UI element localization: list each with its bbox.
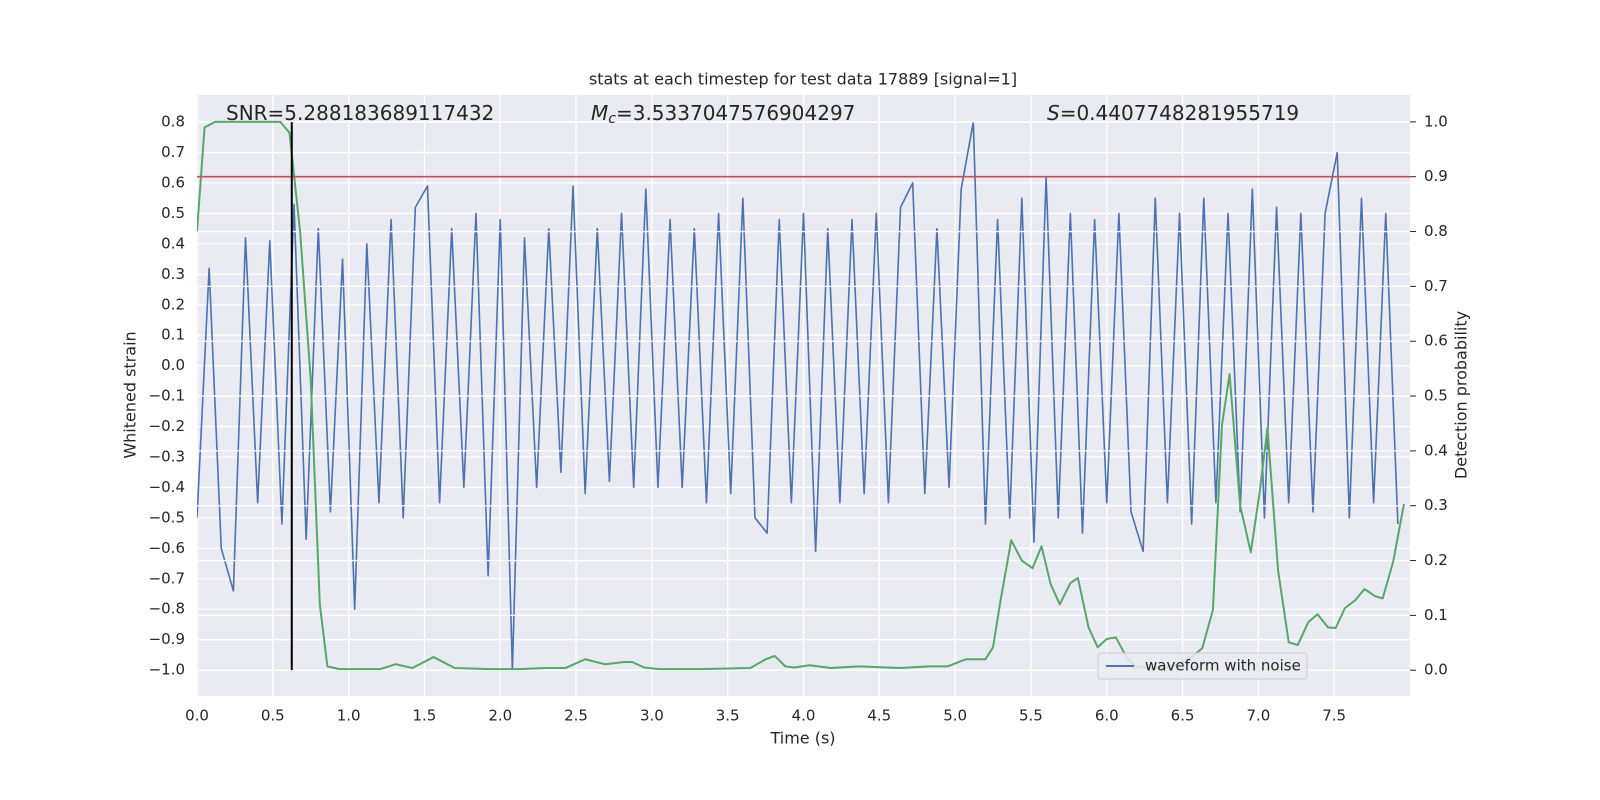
y-tick-label: −0.8 <box>149 600 185 618</box>
x-tick-label: 7.0 <box>1246 707 1270 725</box>
y-tick-label: 0.5 <box>161 204 185 222</box>
y-tick-label: 0.7 <box>161 143 185 161</box>
y-tick-label: 0.4 <box>161 234 185 252</box>
annotation: Mc=3.5337047576904297 <box>591 101 855 128</box>
x-tick-label: 1.0 <box>337 707 361 725</box>
legend-box <box>1097 652 1308 680</box>
y2-tick-label: 0.9 <box>1424 167 1448 185</box>
y-tick-label: −0.2 <box>149 417 185 435</box>
y-tick-label: 0.6 <box>161 173 185 191</box>
y-tick-label: −0.6 <box>149 539 185 557</box>
y-tick-label: −0.4 <box>149 478 185 496</box>
y2-axis-label: Detection probability <box>1452 311 1471 479</box>
y2-tick-label: 0.6 <box>1424 332 1448 350</box>
chart-title: stats at each timestep for test data 178… <box>589 70 1017 89</box>
overlay <box>197 120 1410 671</box>
x-tick-label: 5.0 <box>943 707 967 725</box>
x-tick-label: 7.5 <box>1322 707 1346 725</box>
y-tick-label: −0.5 <box>149 508 185 526</box>
annotation-text: =3.5337047576904297 <box>616 101 855 125</box>
y-tick-label: 0.3 <box>161 265 185 283</box>
y-tick-label: −1.0 <box>149 661 185 679</box>
y2-tick-label: 0.7 <box>1424 277 1448 295</box>
x-tick-label: 0.0 <box>185 707 209 725</box>
y-tick-label: −0.7 <box>149 569 185 587</box>
y2-tick-label: 0.2 <box>1424 551 1448 569</box>
y-tick-label: −0.1 <box>149 387 185 405</box>
x-tick-label: 3.5 <box>716 707 740 725</box>
marks <box>197 121 1399 671</box>
x-tick-label: 6.0 <box>1095 707 1119 725</box>
y-tick-label: 0.8 <box>161 113 185 131</box>
x-tick-label: 2.5 <box>564 707 588 725</box>
y2-tick-label: 0.0 <box>1424 661 1448 679</box>
waveform-line <box>197 121 1399 671</box>
grid-above <box>197 121 1410 671</box>
y-tick-label: 0.2 <box>161 295 185 313</box>
legend-label: waveform with noise <box>1145 657 1301 675</box>
x-tick-label: 4.0 <box>792 707 816 725</box>
y2-tick-label: 0.5 <box>1424 387 1448 405</box>
x-tick-label: 6.5 <box>1171 707 1195 725</box>
probability-line <box>197 120 1405 671</box>
y2-tick-label: 0.3 <box>1424 496 1448 514</box>
annotation-text: =0.4407748281955719 <box>1060 101 1299 125</box>
annotation: S=0.4407748281955719 <box>1047 101 1299 125</box>
x-tick-label: 0.5 <box>261 707 285 725</box>
annotation-symbol: M <box>591 101 608 125</box>
y2-tick-label: 0.1 <box>1424 606 1448 624</box>
y-tick-label: −0.9 <box>149 630 185 648</box>
x-tick-label: 5.5 <box>1019 707 1043 725</box>
x-axis-label: Time (s) <box>769 729 835 748</box>
x-tick-label: 3.0 <box>640 707 664 725</box>
y-tick-label: 0.0 <box>161 356 185 374</box>
annotation-symbol: S <box>1047 101 1060 125</box>
annotation-subscript: c <box>608 111 616 127</box>
y-tick-label: 0.1 <box>161 326 185 344</box>
y-tick-label: −0.3 <box>149 448 185 466</box>
y-axis-label: Whitened strain <box>121 331 140 458</box>
annotation-text: SNR=5.288183689117432 <box>226 101 494 125</box>
annotation: SNR=5.288183689117432 <box>226 101 494 125</box>
y2-tick-label: 1.0 <box>1424 112 1448 130</box>
y2-tick-label: 0.8 <box>1424 222 1448 240</box>
x-tick-label: 4.5 <box>867 707 891 725</box>
x-tick-label: 1.5 <box>413 707 437 725</box>
x-tick-label: 2.0 <box>488 707 512 725</box>
y2-tick-label: 0.4 <box>1424 441 1448 459</box>
